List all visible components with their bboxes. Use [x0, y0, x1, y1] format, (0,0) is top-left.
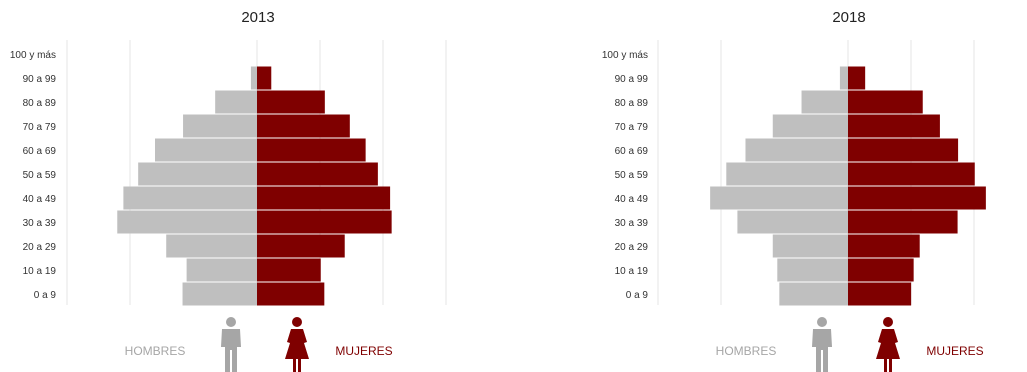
women-bar: [848, 211, 958, 234]
category-label: 20 a 29: [23, 242, 57, 253]
men-bar: [138, 163, 257, 186]
women-bar: [257, 67, 271, 90]
men-bar: [183, 115, 257, 138]
men-bar: [840, 67, 848, 90]
men-bar: [737, 211, 848, 234]
women-bar: [257, 235, 345, 258]
women-bar: [848, 283, 911, 306]
women-bar: [848, 235, 920, 258]
category-label: 60 a 69: [23, 146, 57, 157]
pyramid-2013: 2013 100 y más 90 a 99 80 a 89 70 a 79 60 a …: [10, 9, 446, 372]
category-label: 80 a 89: [615, 98, 649, 109]
men-bar: [215, 91, 257, 114]
women-bar: [848, 91, 923, 114]
women-bar: [257, 91, 325, 114]
men-bar: [773, 115, 848, 138]
women-bar: [848, 163, 975, 186]
category-label: 100 y más: [10, 50, 56, 61]
category-label: 100 y más: [602, 50, 648, 61]
category-label: 70 a 79: [615, 122, 649, 133]
category-label: 20 a 29: [615, 242, 649, 253]
women-bar: [848, 187, 986, 210]
women-bar: [848, 67, 865, 90]
women-bar: [257, 115, 350, 138]
legend-women-label-2018: MUJERES: [926, 344, 983, 358]
category-label: 50 a 59: [23, 170, 57, 181]
men-bar: [155, 139, 257, 162]
men-bar: [779, 283, 848, 306]
chart-title-2018: 2018: [832, 9, 865, 26]
legend-men-label-2013: HOMBRES: [125, 344, 186, 358]
bars-2013: [117, 67, 391, 306]
women-bar: [848, 139, 958, 162]
women-bar: [848, 259, 914, 282]
men-bar: [773, 235, 848, 258]
category-label: 90 a 99: [615, 74, 649, 85]
category-label: 70 a 79: [23, 122, 57, 133]
male-person-icon: [221, 317, 241, 372]
legend-women-label-2013: MUJERES: [335, 344, 392, 358]
men-bar: [777, 259, 848, 282]
category-label: 0 a 9: [34, 290, 57, 301]
category-label: 10 a 19: [23, 266, 57, 277]
legend-men-label-2018: HOMBRES: [716, 344, 777, 358]
female-person-icon: [876, 317, 900, 372]
category-label: 60 a 69: [615, 146, 649, 157]
pyramid-2018: 2018 100 y más 90 a 99 80 a 89 70 a 79 60 a …: [602, 9, 1027, 372]
category-label: 30 a 39: [615, 218, 649, 229]
men-bar: [117, 211, 257, 234]
women-bar: [257, 187, 390, 210]
men-bar: [726, 163, 848, 186]
chart-title-2013: 2013: [241, 9, 274, 26]
category-label: 10 a 19: [615, 266, 649, 277]
men-bar: [745, 139, 848, 162]
men-bar: [802, 91, 848, 114]
men-bar: [123, 187, 257, 210]
category-label: 80 a 89: [23, 98, 57, 109]
women-bar: [257, 139, 366, 162]
category-labels-2018: 100 y más 90 a 99 80 a 89 70 a 79 60 a 69 50 …: [602, 50, 649, 301]
women-bar: [848, 115, 940, 138]
men-bar: [251, 67, 257, 90]
female-person-icon: [285, 317, 309, 372]
women-bar: [257, 163, 378, 186]
category-label: 30 a 39: [23, 218, 57, 229]
category-labels-2013: 100 y más 90 a 99 80 a 89 70 a 79 60 a 69 50 …: [10, 50, 57, 301]
women-bar: [257, 211, 392, 234]
category-label: 90 a 99: [23, 74, 57, 85]
women-bar: [257, 259, 321, 282]
category-label: 0 a 9: [626, 290, 649, 301]
male-person-icon: [812, 317, 832, 372]
category-label: 40 a 49: [23, 194, 57, 205]
women-bar: [257, 283, 324, 306]
men-bar: [183, 283, 257, 306]
men-bar: [166, 235, 257, 258]
category-label: 50 a 59: [615, 170, 649, 181]
men-bar: [187, 259, 257, 282]
men-bar: [710, 187, 848, 210]
category-label: 40 a 49: [615, 194, 649, 205]
